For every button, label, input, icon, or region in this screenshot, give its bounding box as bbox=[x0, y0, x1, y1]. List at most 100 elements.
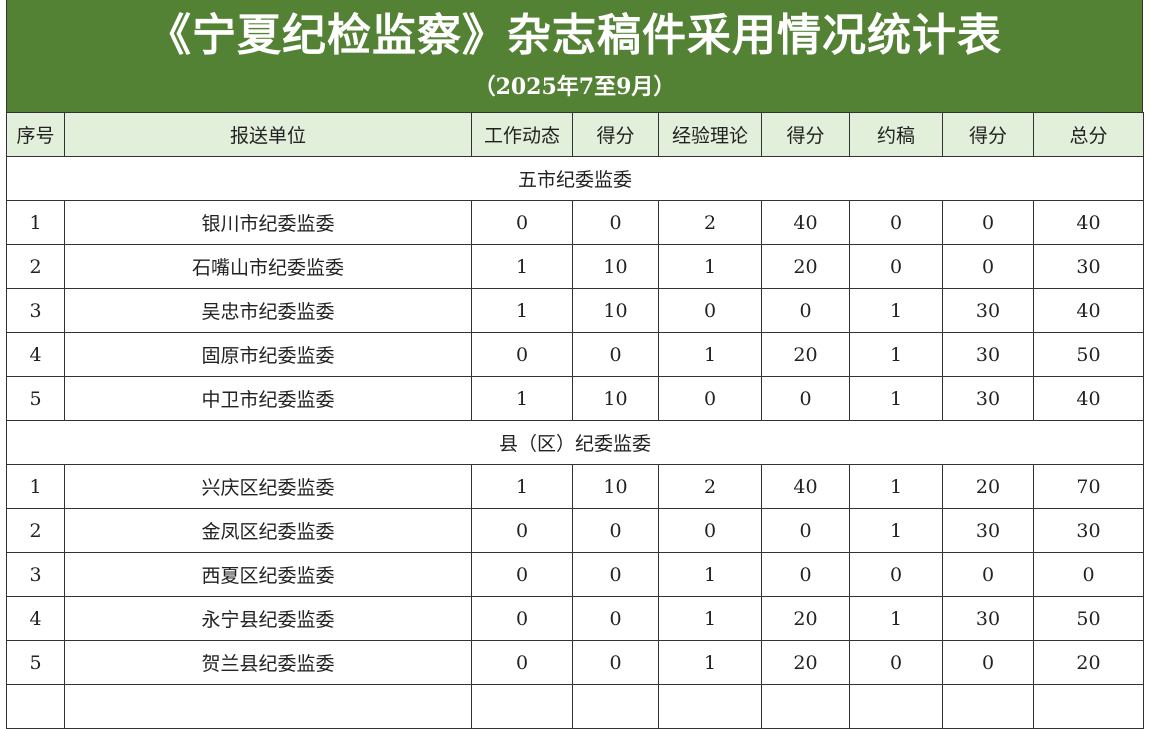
header-experience-theory: 经验理论 bbox=[658, 112, 762, 157]
cell-commissioned-score: 0 bbox=[942, 200, 1034, 245]
table-row: 5 中卫市纪委监委 1 10 0 0 1 30 40 bbox=[6, 376, 1144, 421]
cell-commissioned-score: 30 bbox=[942, 288, 1034, 333]
section-label: 五市纪委监委 bbox=[6, 156, 1144, 201]
header-total: 总分 bbox=[1033, 112, 1144, 157]
cell-commissioned: 1 bbox=[849, 508, 943, 553]
cell-index: 2 bbox=[6, 244, 65, 289]
cell-experience-theory: 1 bbox=[658, 244, 762, 289]
cell-experience-theory-score: 20 bbox=[761, 244, 850, 289]
header-work-news: 工作动态 bbox=[471, 112, 573, 157]
statistics-table: 序号 报送单位 工作动态 得分 经验理论 得分 约稿 得分 总分 五市纪委监委 1 银川市纪委监委 0 0… bbox=[6, 112, 1144, 729]
empty-cell bbox=[658, 684, 762, 729]
header-row: 序号 报送单位 工作动态 得分 经验理论 得分 约稿 得分 总分 bbox=[6, 112, 1144, 157]
cell-work-news: 1 bbox=[471, 244, 573, 289]
cell-total: 50 bbox=[1033, 596, 1144, 641]
section-row: 五市纪委监委 bbox=[6, 156, 1144, 201]
cell-commissioned: 0 bbox=[849, 244, 943, 289]
cell-unit: 石嘴山市纪委监委 bbox=[64, 244, 472, 289]
cell-work-news: 0 bbox=[471, 640, 573, 685]
cell-commissioned: 1 bbox=[849, 464, 943, 509]
cell-index: 4 bbox=[6, 332, 65, 377]
cell-commissioned-score: 30 bbox=[942, 376, 1034, 421]
section-row: 县（区）纪委监委 bbox=[6, 420, 1144, 465]
empty-cell bbox=[572, 684, 659, 729]
cell-work-news-score: 0 bbox=[572, 552, 659, 597]
cell-total: 0 bbox=[1033, 552, 1144, 597]
cell-experience-theory: 1 bbox=[658, 552, 762, 597]
table-row: 1 兴庆区纪委监委 1 10 2 40 1 20 70 bbox=[6, 464, 1144, 509]
cell-commissioned-score: 20 bbox=[942, 464, 1034, 509]
header-commissioned-score: 得分 bbox=[942, 112, 1034, 157]
cell-commissioned: 1 bbox=[849, 376, 943, 421]
table-row: 2 石嘴山市纪委监委 1 10 1 20 0 0 30 bbox=[6, 244, 1144, 289]
cell-work-news-score: 0 bbox=[572, 332, 659, 377]
cell-work-news: 0 bbox=[471, 200, 573, 245]
cell-work-news: 1 bbox=[471, 464, 573, 509]
cell-work-news-score: 10 bbox=[572, 288, 659, 333]
cell-experience-theory-score: 0 bbox=[761, 376, 850, 421]
empty-cell bbox=[849, 684, 943, 729]
cell-experience-theory: 0 bbox=[658, 288, 762, 333]
cell-work-news: 1 bbox=[471, 376, 573, 421]
cell-index: 2 bbox=[6, 508, 65, 553]
cell-work-news-score: 0 bbox=[572, 200, 659, 245]
page-title: 《宁夏纪检监察》杂志稿件采用情况统计表 bbox=[147, 10, 1002, 61]
cell-commissioned: 0 bbox=[849, 640, 943, 685]
cell-commissioned-score: 0 bbox=[942, 552, 1034, 597]
cell-commissioned: 1 bbox=[849, 288, 943, 333]
table-row: 2 金凤区纪委监委 0 0 0 0 1 30 30 bbox=[6, 508, 1144, 553]
header-commissioned: 约稿 bbox=[849, 112, 943, 157]
cell-work-news-score: 0 bbox=[572, 508, 659, 553]
cell-total: 20 bbox=[1033, 640, 1144, 685]
cell-total: 30 bbox=[1033, 508, 1144, 553]
cell-work-news: 0 bbox=[471, 596, 573, 641]
cell-index: 1 bbox=[6, 200, 65, 245]
cell-unit: 贺兰县纪委监委 bbox=[64, 640, 472, 685]
cell-experience-theory: 2 bbox=[658, 200, 762, 245]
empty-cell bbox=[761, 684, 850, 729]
cell-work-news-score: 10 bbox=[572, 464, 659, 509]
header-unit: 报送单位 bbox=[64, 112, 472, 157]
section-label: 县（区）纪委监委 bbox=[6, 420, 1144, 465]
cell-unit: 西夏区纪委监委 bbox=[64, 552, 472, 597]
cell-total: 40 bbox=[1033, 288, 1144, 333]
cell-experience-theory: 1 bbox=[658, 332, 762, 377]
table-row: 1 银川市纪委监委 0 0 2 40 0 0 40 bbox=[6, 200, 1144, 245]
cell-work-news: 1 bbox=[471, 288, 573, 333]
cell-commissioned: 0 bbox=[849, 200, 943, 245]
cell-work-news-score: 0 bbox=[572, 596, 659, 641]
cell-experience-theory: 0 bbox=[658, 508, 762, 553]
cell-experience-theory-score: 40 bbox=[761, 464, 850, 509]
cell-unit: 兴庆区纪委监委 bbox=[64, 464, 472, 509]
cell-work-news-score: 10 bbox=[572, 376, 659, 421]
cell-unit: 银川市纪委监委 bbox=[64, 200, 472, 245]
empty-cell bbox=[1033, 684, 1144, 729]
cell-index: 5 bbox=[6, 376, 65, 421]
cell-experience-theory-score: 40 bbox=[761, 200, 850, 245]
table-row bbox=[6, 684, 1144, 729]
cell-experience-theory-score: 0 bbox=[761, 288, 850, 333]
table-row: 5 贺兰县纪委监委 0 0 1 20 0 0 20 bbox=[6, 640, 1144, 685]
cell-unit: 固原市纪委监委 bbox=[64, 332, 472, 377]
cell-experience-theory-score: 20 bbox=[761, 596, 850, 641]
cell-experience-theory-score: 0 bbox=[761, 508, 850, 553]
cell-commissioned-score: 30 bbox=[942, 508, 1034, 553]
cell-experience-theory: 0 bbox=[658, 376, 762, 421]
header-index: 序号 bbox=[6, 112, 65, 157]
table-row: 4 固原市纪委监委 0 0 1 20 1 30 50 bbox=[6, 332, 1144, 377]
cell-unit: 中卫市纪委监委 bbox=[64, 376, 472, 421]
cell-work-news-score: 0 bbox=[572, 640, 659, 685]
cell-work-news: 0 bbox=[471, 508, 573, 553]
cell-experience-theory: 2 bbox=[658, 464, 762, 509]
table-row: 3 西夏区纪委监委 0 0 1 0 0 0 0 bbox=[6, 552, 1144, 597]
page-subtitle: （2025年7至9月） bbox=[473, 74, 676, 100]
cell-commissioned: 1 bbox=[849, 332, 943, 377]
table-row: 4 永宁县纪委监委 0 0 1 20 1 30 50 bbox=[6, 596, 1144, 641]
cell-total: 50 bbox=[1033, 332, 1144, 377]
cell-commissioned: 1 bbox=[849, 596, 943, 641]
cell-commissioned-score: 30 bbox=[942, 596, 1034, 641]
cell-commissioned-score: 30 bbox=[942, 332, 1034, 377]
cell-experience-theory: 1 bbox=[658, 596, 762, 641]
cell-experience-theory-score: 20 bbox=[761, 332, 850, 377]
empty-cell bbox=[64, 684, 472, 729]
